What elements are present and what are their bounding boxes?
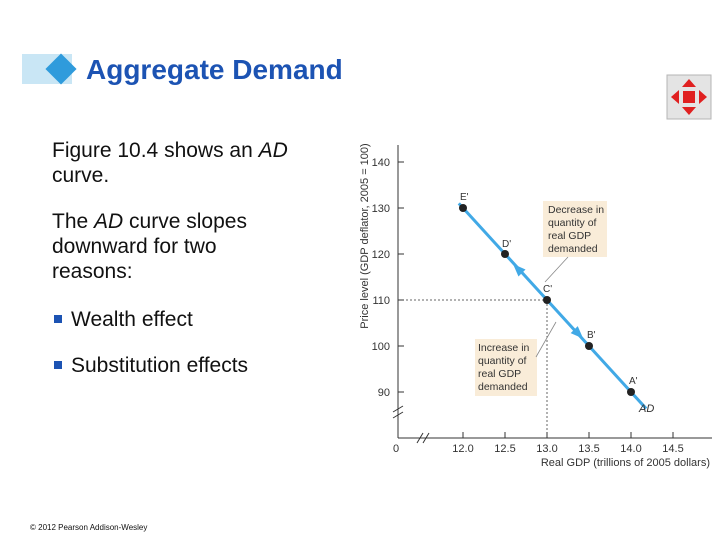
callout-text: quantity of <box>548 217 597 229</box>
callout-text: real GDP <box>548 230 591 242</box>
callout-text: real GDP <box>478 368 521 380</box>
x-axis-label: Real GDP (trillions of 2005 dollars) <box>541 457 710 469</box>
movement-arrow-up <box>513 264 526 277</box>
x-tick-label: 14.0 <box>620 443 641 455</box>
x-tick-label: 13.0 <box>536 443 557 455</box>
paragraph-reasons: The AD curve slopes downward for two rea… <box>52 209 302 284</box>
y-tick-label: 90 <box>378 387 390 399</box>
point-label: E' <box>460 192 469 203</box>
y-axis-break <box>392 405 404 413</box>
para1-tail: curve. <box>52 164 110 187</box>
data-point <box>501 250 509 258</box>
point-label: C' <box>543 284 552 295</box>
y-tick-label: 140 <box>372 157 390 169</box>
data-point <box>585 342 593 350</box>
bullet-marker <box>54 361 62 369</box>
callout-text: quantity of <box>478 355 527 367</box>
data-point <box>543 296 551 304</box>
x-tick-label: 13.5 <box>578 443 599 455</box>
para2-emphasis: AD <box>94 210 124 233</box>
bullet-label: Substitution effects <box>71 354 249 377</box>
copyright-footer: © 2012 Pearson Addison-Wesley <box>30 523 148 532</box>
ad-curve <box>457 202 648 410</box>
callout-text: Increase in <box>478 342 530 354</box>
callout-text: demanded <box>548 243 598 255</box>
callout-text: Decrease in <box>548 204 604 216</box>
x-axis-break <box>416 432 424 444</box>
bullet-substitution-effects: Substitution effects <box>54 354 248 378</box>
para2-text: The <box>52 210 95 233</box>
y-axis-break <box>392 411 404 419</box>
callout-text: demanded <box>478 381 528 393</box>
callout-pointer <box>535 321 557 358</box>
y-tick-label: 120 <box>372 249 390 261</box>
point-label: B' <box>587 330 596 341</box>
x-axis-break <box>422 432 430 444</box>
four-way-arrows-icon[interactable] <box>666 74 712 120</box>
para1-emphasis: AD <box>258 139 288 162</box>
y-tick-label: 100 <box>372 341 390 353</box>
y-tick-label: 130 <box>372 203 390 215</box>
para2-tail: curve slopes downward for two reasons: <box>52 210 247 283</box>
point-label: A' <box>629 376 638 387</box>
bullet-label: Wealth effect <box>71 308 193 331</box>
para1-text: Figure 10.4 shows an <box>52 139 259 162</box>
paragraph-intro: Figure 10.4 shows an AD curve. <box>52 138 302 188</box>
callout-box <box>475 339 537 396</box>
movement-arrow-down <box>570 326 584 339</box>
origin-label: 0 <box>393 443 399 455</box>
point-label: D' <box>502 239 511 250</box>
slide-title: Aggregate Demand <box>86 54 343 85</box>
bullet-marker <box>54 315 62 323</box>
bullet-wealth-effect: Wealth effect <box>54 308 193 332</box>
x-tick-label: 12.5 <box>494 443 515 455</box>
x-tick-label: 14.5 <box>662 443 683 455</box>
series-label: AD <box>638 403 654 415</box>
y-tick-label: 110 <box>372 295 390 307</box>
callout-box <box>543 201 607 257</box>
data-point <box>627 388 635 396</box>
x-tick-label: 12.0 <box>452 443 473 455</box>
data-point <box>459 204 467 212</box>
y-axis-label: Price level (GDP deflator, 2005 = 100) <box>359 143 371 328</box>
callout-pointer <box>544 256 569 283</box>
